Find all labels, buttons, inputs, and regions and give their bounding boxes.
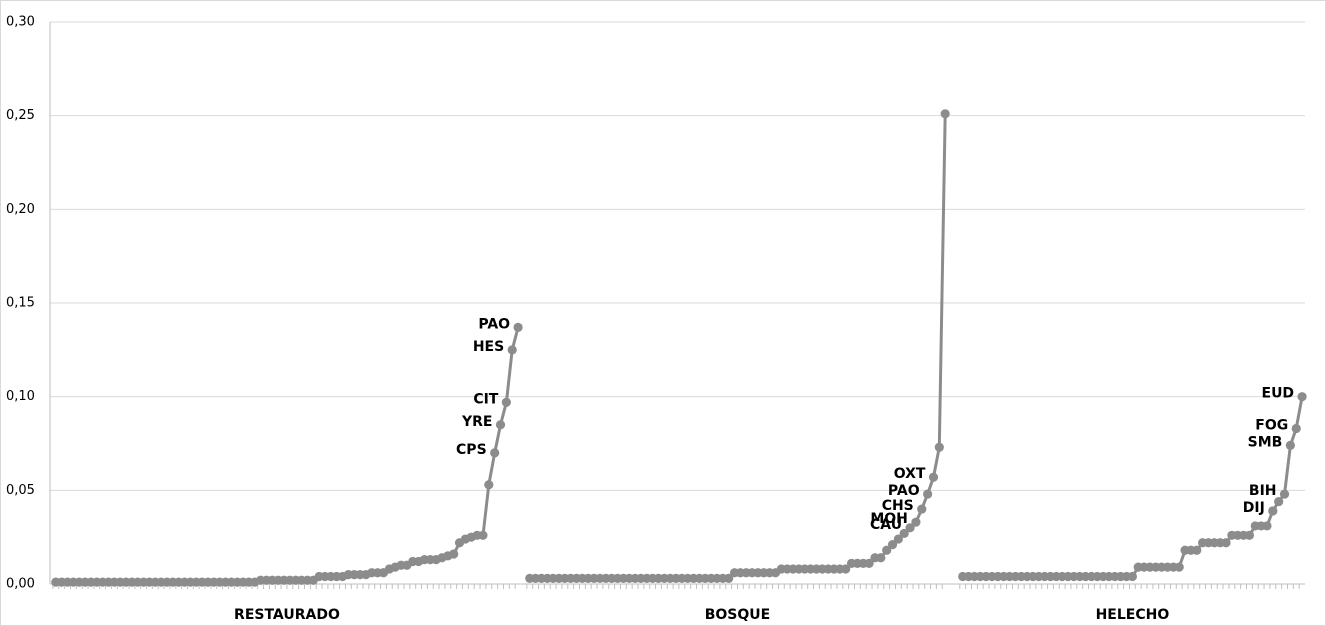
data-point [484, 480, 494, 490]
point-label: DIJ [1243, 500, 1265, 516]
point-label: MOH [870, 511, 908, 527]
data-point [899, 528, 909, 539]
point-label: YRE [461, 414, 492, 430]
group-label: BOSQUE [705, 607, 771, 623]
point-label: CPS [456, 442, 487, 458]
data-point [724, 573, 734, 583]
data-point [911, 517, 921, 527]
data-point [478, 530, 488, 540]
data-point [501, 397, 511, 407]
data-point [1262, 521, 1272, 531]
data-point [1297, 392, 1307, 402]
data-point [507, 345, 517, 355]
point-label: CAU [870, 517, 902, 533]
point-label: CIT [473, 391, 498, 407]
data-point [923, 489, 933, 499]
data-point [1291, 423, 1301, 434]
data-point [905, 523, 915, 533]
data-point [917, 504, 927, 514]
point-label: HES [473, 339, 504, 355]
point-label: BIH [1249, 483, 1277, 499]
point-label: FOG [1255, 418, 1288, 434]
group-label: RESTAURADO [234, 607, 340, 623]
y-tick-label: 0,20 [6, 202, 35, 217]
data-point [1268, 506, 1278, 516]
point-label: EUD [1262, 386, 1295, 402]
data-point [1244, 530, 1255, 540]
point-label: OXT [894, 466, 926, 482]
data-point [887, 540, 898, 550]
data-point [841, 564, 851, 574]
data-point [1221, 538, 1231, 548]
data-point [449, 549, 459, 559]
data-point [1274, 496, 1284, 507]
y-tick-label: 0,10 [6, 389, 35, 404]
data-point [490, 448, 500, 458]
data-point [1127, 571, 1138, 582]
data-point [1285, 440, 1295, 450]
data-point [893, 534, 903, 544]
data-point [934, 442, 944, 452]
point-label: PAO [888, 483, 920, 499]
y-tick-label: 0,25 [6, 108, 35, 123]
data-point [882, 545, 892, 555]
data-point [1279, 489, 1290, 499]
point-label: SMB [1248, 434, 1283, 450]
y-tick-label: 0,30 [6, 15, 35, 30]
data-point [928, 472, 939, 482]
data-point [864, 558, 874, 568]
data-point [1192, 545, 1202, 555]
group-label: HELECHO [1096, 607, 1170, 623]
y-tick-label: 0,05 [6, 483, 35, 498]
point-label: PAO [478, 316, 510, 332]
point-label: CHS [882, 498, 914, 514]
y-tick-label: 0,15 [6, 296, 35, 311]
data-point [876, 553, 886, 563]
data-point [495, 420, 506, 430]
data-point [513, 322, 523, 332]
data-point [1174, 562, 1184, 572]
data-point [940, 109, 950, 119]
y-tick-label: 0,00 [6, 577, 35, 592]
